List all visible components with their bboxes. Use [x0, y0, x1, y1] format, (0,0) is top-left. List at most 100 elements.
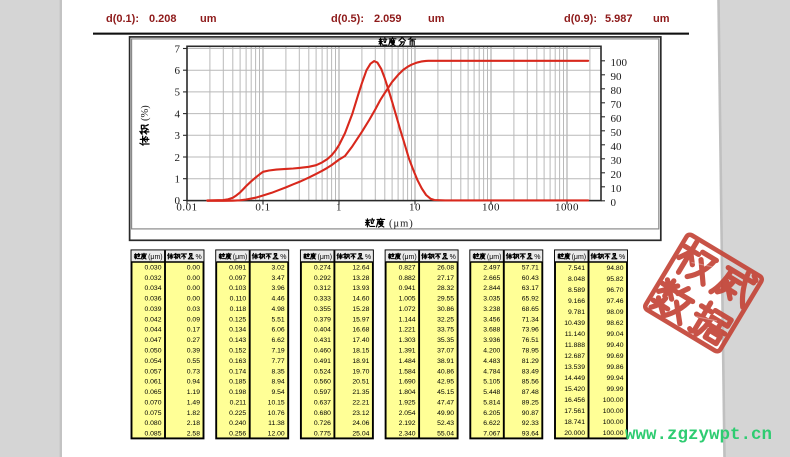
svg-text:12.64: 12.64: [352, 265, 369, 272]
svg-text:15.420: 15.420: [564, 386, 585, 393]
svg-text:%: %: [534, 254, 540, 261]
svg-text:d(0.5):: d(0.5):: [331, 13, 364, 25]
svg-text:17.40: 17.40: [352, 337, 369, 344]
svg-text:(μm): (μm): [318, 254, 333, 261]
svg-text:14.449: 14.449: [564, 375, 585, 382]
svg-text:0.17: 0.17: [187, 327, 200, 334]
svg-text:0.01: 0.01: [176, 202, 197, 214]
svg-text:6.62: 6.62: [271, 337, 284, 344]
svg-text:0.075: 0.075: [144, 410, 161, 417]
svg-text:20: 20: [611, 169, 623, 181]
svg-text:5: 5: [175, 87, 181, 99]
svg-text:%: %: [280, 254, 286, 261]
svg-text:0.00: 0.00: [187, 296, 200, 303]
svg-text:25.04: 25.04: [352, 431, 369, 438]
svg-text:0.032: 0.032: [144, 275, 161, 282]
svg-text:1000: 1000: [555, 202, 579, 214]
svg-text:98.62: 98.62: [606, 320, 623, 327]
svg-text:%: %: [450, 254, 456, 261]
svg-text:99.04: 99.04: [606, 331, 623, 338]
svg-text:0.039: 0.039: [144, 306, 161, 313]
svg-text:0.560: 0.560: [314, 379, 331, 386]
svg-text:8.589: 8.589: [568, 287, 585, 294]
svg-text:6: 6: [175, 65, 181, 77]
svg-text:13.28: 13.28: [352, 275, 369, 282]
svg-text:63.17: 63.17: [522, 285, 539, 292]
svg-text:0.036: 0.036: [144, 296, 161, 303]
svg-text:60.43: 60.43: [522, 275, 539, 282]
svg-text:10.76: 10.76: [268, 410, 285, 417]
svg-text:0.030: 0.030: [144, 265, 161, 272]
svg-text:5.105: 5.105: [483, 379, 500, 386]
svg-text:1.484: 1.484: [399, 358, 416, 365]
svg-text:5.448: 5.448: [483, 389, 500, 396]
svg-text:0.240: 0.240: [229, 420, 246, 427]
svg-text:2.665: 2.665: [483, 275, 500, 282]
svg-text:0.680: 0.680: [314, 410, 331, 417]
svg-text:87.48: 87.48: [522, 389, 539, 396]
svg-text:11.888: 11.888: [565, 342, 586, 349]
svg-text:24.06: 24.06: [352, 420, 369, 427]
svg-text:2.844: 2.844: [483, 285, 500, 292]
svg-text:0.044: 0.044: [144, 327, 161, 334]
svg-text:0.042: 0.042: [144, 316, 161, 323]
svg-text:5.987: 5.987: [605, 13, 633, 25]
svg-text:6.06: 6.06: [271, 327, 284, 334]
svg-text:100: 100: [611, 57, 628, 69]
svg-text:1.82: 1.82: [187, 410, 200, 417]
svg-text:0.312: 0.312: [314, 285, 331, 292]
svg-text:0.047: 0.047: [144, 337, 161, 344]
svg-text:99.40: 99.40: [606, 342, 623, 349]
svg-text:0.1: 0.1: [255, 202, 270, 214]
svg-text:42.95: 42.95: [437, 379, 454, 386]
svg-text:52.43: 52.43: [437, 420, 454, 427]
svg-text:1.144: 1.144: [399, 316, 416, 323]
svg-text:%: %: [365, 254, 371, 261]
svg-text:d(0.1):: d(0.1):: [106, 13, 139, 25]
svg-text:100.00: 100.00: [603, 419, 624, 426]
svg-text:47.47: 47.47: [437, 399, 454, 406]
svg-text:18.91: 18.91: [352, 358, 369, 365]
svg-text:www.zgzywpt.cn: www.zgzywpt.cn: [625, 425, 772, 445]
svg-text:(μm): (μm): [487, 254, 502, 261]
svg-text:10.439: 10.439: [564, 320, 585, 327]
svg-text:13.539: 13.539: [564, 364, 585, 371]
svg-text:0.152: 0.152: [229, 348, 246, 355]
svg-text:1.391: 1.391: [399, 348, 416, 355]
svg-text:0.163: 0.163: [229, 358, 246, 365]
svg-text:0.460: 0.460: [314, 348, 331, 355]
svg-text:3.688: 3.688: [483, 327, 500, 334]
svg-text:30.86: 30.86: [437, 306, 454, 313]
svg-text:%: %: [196, 254, 202, 261]
svg-text:1.690: 1.690: [399, 379, 416, 386]
svg-text:0.225: 0.225: [229, 410, 246, 417]
svg-text:3: 3: [175, 130, 181, 142]
svg-text:4.46: 4.46: [271, 296, 284, 303]
svg-text:45.15: 45.15: [437, 389, 454, 396]
svg-text:2.58: 2.58: [187, 431, 200, 438]
svg-text:0.73: 0.73: [187, 368, 200, 375]
svg-text:um: um: [653, 13, 670, 25]
svg-text:(μm): (μm): [572, 254, 587, 261]
svg-text:0.211: 0.211: [230, 399, 247, 406]
svg-text:0.882: 0.882: [399, 275, 416, 282]
svg-text:(μm): (μm): [389, 218, 414, 229]
svg-text:21.35: 21.35: [352, 389, 369, 396]
svg-text:7.541: 7.541: [568, 265, 585, 272]
svg-text:3.47: 3.47: [271, 275, 284, 282]
svg-text:11.140: 11.140: [565, 331, 586, 338]
svg-text:14.60: 14.60: [352, 296, 369, 303]
svg-text:0.00: 0.00: [187, 265, 200, 272]
svg-text:99.86: 99.86: [606, 364, 623, 371]
svg-text:0.491: 0.491: [314, 358, 331, 365]
svg-text:20.000: 20.000: [564, 430, 585, 437]
svg-text:0.174: 0.174: [229, 368, 246, 375]
svg-text:6.622: 6.622: [483, 420, 500, 427]
svg-text:0.39: 0.39: [187, 348, 200, 355]
svg-text:22.21: 22.21: [352, 399, 369, 406]
svg-text:0.134: 0.134: [229, 327, 246, 334]
svg-text:35.35: 35.35: [437, 337, 454, 344]
svg-text:81.29: 81.29: [522, 358, 539, 365]
svg-text:0.00: 0.00: [187, 275, 200, 282]
svg-text:100: 100: [482, 202, 500, 214]
